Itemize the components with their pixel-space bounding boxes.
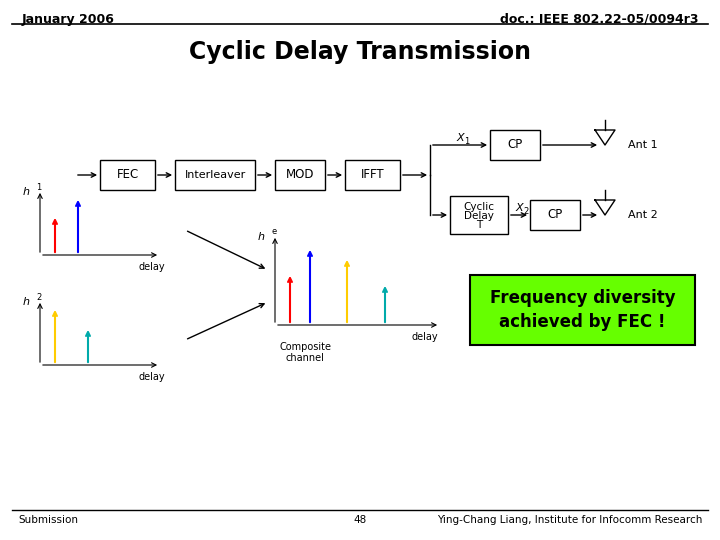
Text: Ant 1: Ant 1 (628, 140, 657, 150)
Text: Interleaver: Interleaver (184, 170, 246, 180)
Text: achieved by FEC !: achieved by FEC ! (499, 313, 666, 331)
Text: MOD: MOD (286, 168, 314, 181)
Text: Submission: Submission (18, 515, 78, 525)
Bar (490, 130, 540, 160)
Text: 2: 2 (36, 293, 41, 301)
Text: Ant 2: Ant 2 (628, 210, 658, 220)
Text: IFFT: IFFT (361, 168, 384, 181)
Text: doc.: IEEE 802.22-05/0094r3: doc.: IEEE 802.22-05/0094r3 (500, 13, 698, 26)
Text: CP: CP (547, 208, 562, 221)
Text: FEC: FEC (117, 168, 139, 181)
Text: e: e (271, 227, 276, 237)
Text: Frequency diversity: Frequency diversity (490, 289, 675, 307)
Bar (175, 160, 255, 190)
Text: 1: 1 (36, 183, 41, 192)
Text: h: h (23, 297, 30, 307)
Text: X: X (516, 203, 523, 213)
Bar (450, 196, 508, 234)
Text: 2: 2 (523, 207, 528, 217)
Bar (100, 160, 155, 190)
Bar (470, 275, 695, 345)
Text: Cyclic: Cyclic (464, 202, 495, 212)
Text: delay: delay (412, 332, 438, 342)
Text: Delay: Delay (464, 211, 494, 221)
Text: 48: 48 (354, 515, 366, 525)
Bar (275, 160, 325, 190)
Text: delay: delay (139, 262, 166, 272)
Text: X: X (456, 133, 464, 143)
Text: 1: 1 (464, 138, 469, 146)
Text: Cyclic Delay Transmission: Cyclic Delay Transmission (189, 40, 531, 64)
Bar (530, 200, 580, 230)
Text: T: T (476, 220, 482, 230)
Text: h: h (258, 232, 265, 242)
Text: h: h (23, 187, 30, 197)
Text: Ying-Chang Liang, Institute for Infocomm Research: Ying-Chang Liang, Institute for Infocomm… (436, 515, 702, 525)
Text: CP: CP (508, 138, 523, 152)
Text: delay: delay (139, 372, 166, 382)
Text: channel: channel (286, 353, 325, 363)
Bar (345, 160, 400, 190)
Text: January 2006: January 2006 (22, 13, 115, 26)
Text: Composite: Composite (279, 342, 331, 352)
